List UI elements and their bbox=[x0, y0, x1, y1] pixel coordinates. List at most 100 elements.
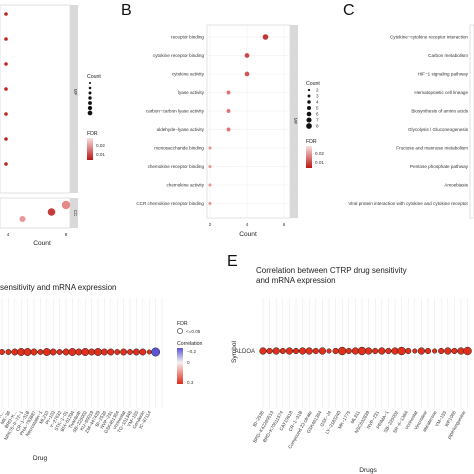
panel-a-dot bbox=[4, 12, 8, 16]
panel-e-dot bbox=[266, 347, 273, 355]
panel-a-dot bbox=[61, 200, 71, 210]
panel-e-dot bbox=[312, 347, 319, 355]
panel-d-corr-colorbar bbox=[177, 348, 183, 384]
panel-e-dot bbox=[451, 347, 458, 355]
panel-b-count-key bbox=[307, 88, 311, 92]
panel-a-cc-strip-label: CC bbox=[73, 210, 78, 217]
panel-b-dot bbox=[226, 109, 231, 113]
panel-a-x-tick: 4 bbox=[7, 232, 10, 237]
panel-d-corr-tick: 0 bbox=[187, 360, 190, 365]
panel-e-dot bbox=[424, 347, 432, 355]
panel-b-count-key bbox=[306, 111, 312, 117]
panel-e-x-label: Drugs bbox=[359, 467, 377, 474]
panel-b-x-ticks: 2 4 6 bbox=[209, 222, 286, 227]
panel-b-category-label: cytokine activity bbox=[172, 72, 205, 77]
panel-a-fdr-tick: 0.02 bbox=[96, 143, 105, 148]
panel-a-dot bbox=[19, 216, 26, 222]
panel-a-fdr-legend-title: FDR bbox=[87, 131, 98, 137]
panel-b-category-label: monosaccharide binding bbox=[154, 146, 204, 151]
panel-e-symbol-label: ALDOA bbox=[235, 349, 255, 355]
panel-d-fdr-legend-label: <=0.05 bbox=[186, 329, 201, 334]
panel-e-dot bbox=[357, 346, 367, 356]
panel-e-y-label: Symbol bbox=[231, 340, 238, 363]
panel-a-count-key bbox=[87, 110, 93, 116]
panel-a-cc-dots bbox=[19, 200, 71, 222]
panel-b-count-key bbox=[307, 94, 311, 98]
panel-a-cc-strip bbox=[70, 198, 78, 228]
panel-d-dot bbox=[37, 349, 44, 355]
panel-a-mf-strip bbox=[70, 5, 78, 193]
panel-d-dot bbox=[30, 348, 38, 356]
panel-c-category-label: Glycolysis / Gluconeogenesis bbox=[408, 127, 469, 132]
panel-a-dot bbox=[47, 208, 56, 216]
panel-d-dot bbox=[11, 348, 19, 356]
panel-a-mf-dots bbox=[4, 12, 8, 166]
panel-b-x-tick: 2 bbox=[209, 222, 212, 227]
panel-e-dot bbox=[438, 347, 445, 355]
panel-e-dot bbox=[432, 348, 438, 354]
panel-e-dot bbox=[457, 347, 465, 355]
panel-d-dot bbox=[151, 347, 161, 357]
panel-d-dot bbox=[68, 348, 77, 356]
panel-a-dot bbox=[4, 162, 8, 166]
panel-b-fdr-tick: 0.01 bbox=[315, 160, 324, 165]
panel-d-dot bbox=[120, 348, 128, 356]
panel-b-count-key-label: 7 bbox=[316, 118, 319, 123]
panel-d-dot bbox=[0, 349, 5, 355]
panel-b-count-key-label: 6 bbox=[316, 112, 319, 117]
panel-d-dot bbox=[56, 349, 63, 355]
panel-e-dot bbox=[285, 347, 294, 355]
panel-d-corr-tick: −0.2 bbox=[187, 349, 197, 354]
panel-a-count-key bbox=[88, 81, 92, 85]
panel-d-x-tick: ML210 bbox=[38, 410, 50, 425]
panel-b-category-label: aldehyde−lyase activity bbox=[157, 127, 205, 132]
panel-c-category-label: Fructose and mannose metabolism bbox=[396, 146, 468, 151]
panel-e-dot bbox=[326, 348, 332, 354]
panel-b-dot bbox=[208, 164, 212, 169]
panel-b-dot bbox=[208, 183, 212, 187]
panel-b-fdr-tick: 0.02 bbox=[315, 151, 324, 156]
panel-a-count-key bbox=[88, 96, 92, 100]
panel-b-facet-strip-label: MF bbox=[293, 118, 298, 125]
panel-b-dots bbox=[208, 34, 269, 206]
panel-a-mf-plot-area bbox=[0, 4, 71, 194]
panel-d-x-ticks: BRD−K...MK−36BRD−K...NPK76−II−72−1CR−1−3… bbox=[0, 409, 152, 441]
panel-e-dot bbox=[364, 347, 373, 355]
panel-e-dot bbox=[385, 347, 392, 355]
panel-b-category-label: chemokine activity bbox=[166, 183, 204, 188]
panel-a: MF CC 4 8 Count Count FDR 0.02 0.01 bbox=[0, 4, 105, 247]
panel-b-category-labels: receptor binding cytokine receptor bindin… bbox=[136, 35, 204, 207]
panel-b-x-label: Count bbox=[239, 231, 257, 238]
panel-e-dot bbox=[272, 347, 280, 355]
panel-a-mf-strip-label: MF bbox=[73, 89, 78, 96]
panel-c-category-label: Viral protein interaction with cytokine … bbox=[348, 201, 468, 206]
panel-b-count-key-label: 4 bbox=[316, 100, 319, 105]
panel-e-dot bbox=[391, 347, 399, 355]
panel-b-count-key-label: 2 bbox=[316, 88, 319, 93]
panel-d-x-label: Drug bbox=[33, 455, 48, 462]
panel-c-plot-area bbox=[469, 24, 474, 219]
panel-c: Cytokine−cytokine receptor interaction Ca… bbox=[348, 24, 474, 219]
panel-d-dot bbox=[146, 349, 152, 355]
panel-d-dot bbox=[81, 348, 90, 356]
panel-a-dot bbox=[4, 137, 8, 141]
panel-e-x-tick: ML311 bbox=[350, 410, 361, 425]
panel-b-count-key-label: 8 bbox=[316, 124, 319, 129]
panel-e-title: Correlation between CTRP drug sensitivit… bbox=[256, 266, 409, 285]
panel-e-dot bbox=[292, 347, 300, 355]
panel-b-category-label: cytokine receptor binding bbox=[153, 53, 205, 58]
panel-e-dot bbox=[397, 346, 406, 356]
panel-b-fdr-legend-title: FDR bbox=[306, 139, 317, 145]
panel-letter-c: C bbox=[343, 2, 355, 19]
panel-d-x-tick: MK−36 bbox=[0, 410, 11, 426]
panel-b-count-key bbox=[306, 123, 312, 129]
panel-d-fdr-legend-key bbox=[177, 328, 183, 334]
panel-e-dot bbox=[332, 347, 339, 355]
panel-a-fdr-colorbar bbox=[87, 138, 93, 160]
panel-b-category-label: lyase activity bbox=[178, 90, 205, 95]
panel-d-dot bbox=[23, 348, 32, 356]
panel-c-category-label: Biosynthesis of amino acids bbox=[411, 109, 468, 114]
panel-b-category-label: CCR chemokine receptor binding bbox=[136, 201, 204, 206]
panel-d-dot bbox=[42, 348, 51, 356]
